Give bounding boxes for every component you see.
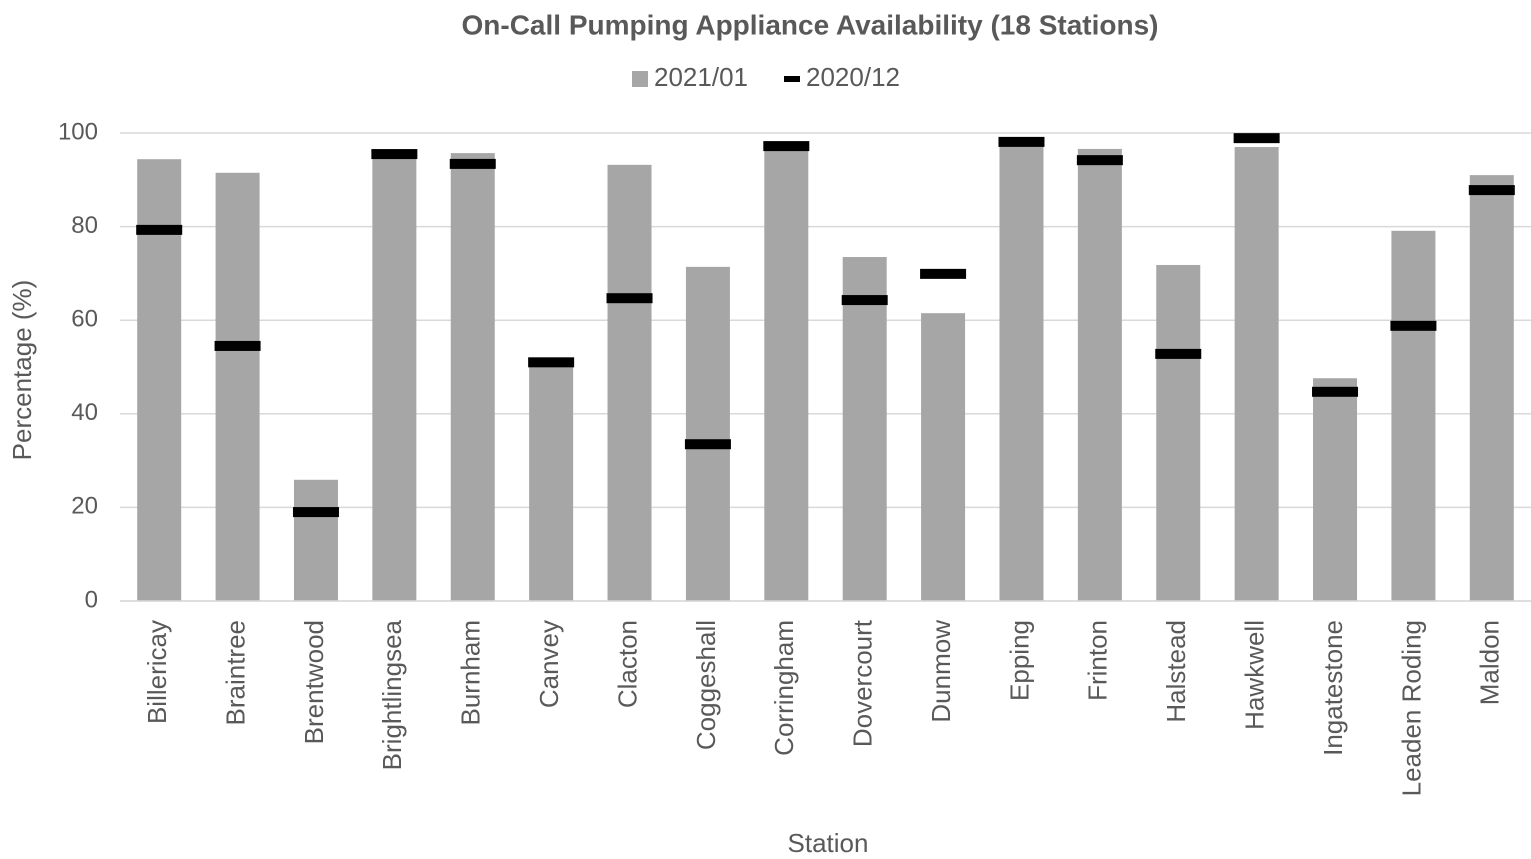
x-tick-label: Corringham	[769, 620, 799, 756]
dash-marker	[292, 507, 339, 518]
x-tick-label: Coggeshall	[691, 620, 721, 750]
bar	[685, 266, 730, 601]
bar	[1156, 264, 1201, 601]
bar	[921, 313, 966, 601]
bar	[529, 362, 574, 601]
y-tick-label: 60	[71, 306, 98, 333]
x-tick-label: Frinton	[1083, 620, 1113, 701]
x-tick-label: Maldon	[1475, 620, 1505, 705]
x-tick-label: Ingatestone	[1318, 620, 1348, 756]
bar	[842, 257, 887, 601]
y-tick-label: 80	[71, 212, 98, 239]
x-tick-label: Burnham	[456, 620, 486, 726]
dash-marker	[371, 149, 418, 160]
y-tick-label: 40	[71, 399, 98, 426]
x-tick-label: Canvey	[534, 620, 564, 708]
x-tick-label: Halstead	[1161, 620, 1191, 723]
dash-marker	[136, 224, 183, 235]
dash-marker	[1468, 185, 1515, 196]
y-tick-label: 100	[58, 118, 98, 145]
legend-swatch	[632, 71, 648, 87]
dash-marker	[528, 357, 575, 368]
bar	[450, 153, 495, 601]
x-tick-label: Dunmow	[926, 620, 956, 723]
bar	[372, 154, 417, 601]
legend-label: 2021/01	[654, 62, 748, 92]
bar	[999, 140, 1044, 601]
x-tick-label: Brightlingsea	[377, 619, 407, 770]
dash-marker	[606, 293, 653, 304]
bar	[1077, 148, 1122, 602]
dash-marker	[684, 439, 731, 450]
bar	[215, 172, 260, 601]
bar	[1391, 230, 1436, 601]
dash-marker	[1312, 386, 1359, 397]
y-tick-label: 20	[71, 493, 98, 520]
dash-marker	[214, 340, 261, 351]
bar	[1234, 147, 1279, 602]
x-tick-label: Epping	[1004, 620, 1034, 701]
x-tick-label: Billericay	[142, 620, 172, 724]
bar	[1313, 378, 1358, 601]
dash-marker	[763, 141, 810, 152]
chart-title: On-Call Pumping Appliance Availability (…	[462, 9, 1159, 40]
bar	[764, 144, 809, 601]
x-axis-title: Station	[788, 828, 869, 858]
bar	[1469, 175, 1514, 601]
x-tick-label: Hawkwell	[1240, 620, 1270, 730]
dash-marker	[1390, 320, 1437, 331]
dash-marker	[1233, 133, 1280, 144]
x-tick-label: Leaden Roding	[1396, 620, 1426, 796]
x-tick-label: Brentwood	[299, 620, 329, 744]
dash-marker	[920, 268, 967, 279]
dash-marker	[841, 295, 888, 306]
dash-marker	[1076, 155, 1123, 166]
legend-label: 2020/12	[806, 62, 900, 92]
dash-marker	[449, 158, 496, 169]
y-tick-label: 0	[85, 586, 98, 613]
bar	[293, 479, 338, 601]
legend-swatch	[784, 76, 800, 82]
x-tick-label: Clacton	[612, 620, 642, 708]
dash-marker	[998, 136, 1045, 147]
bar	[607, 164, 652, 601]
y-axis-title: Percentage (%)	[7, 280, 37, 461]
x-tick-label: Braintree	[220, 620, 250, 726]
x-tick-label: Dovercourt	[848, 619, 878, 747]
dash-marker	[1155, 348, 1202, 359]
